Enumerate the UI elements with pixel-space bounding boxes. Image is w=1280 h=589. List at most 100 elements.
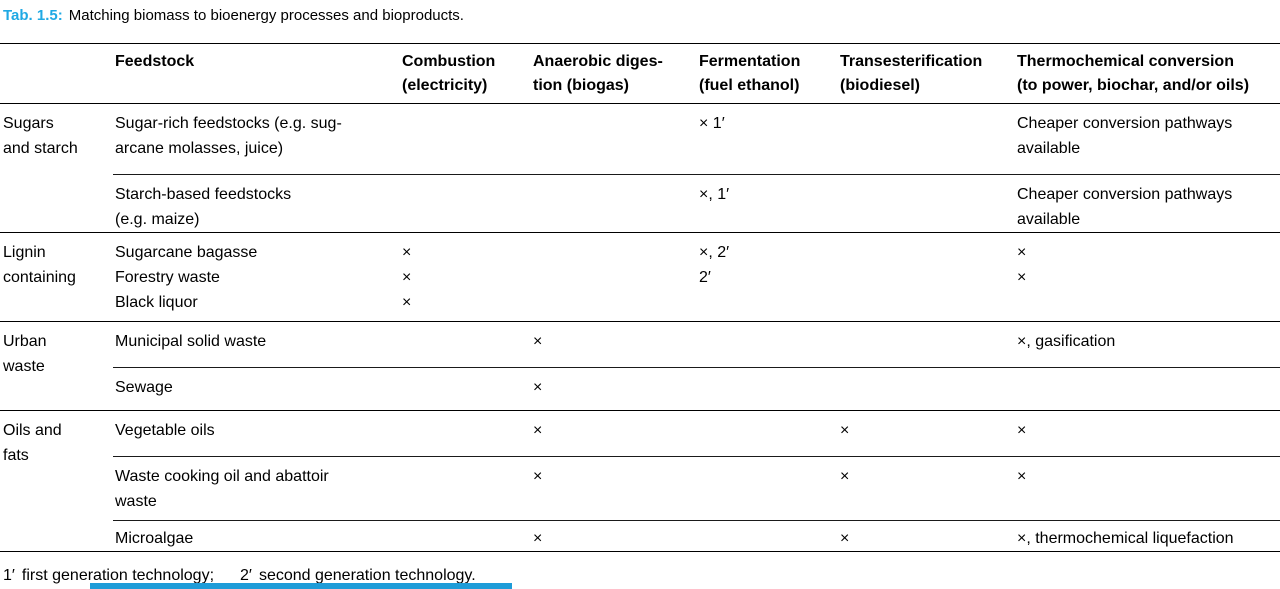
combustion-cell	[400, 410, 531, 457]
biomass-table: Feedstock Combustion (electricity) Anaer…	[0, 43, 1280, 552]
combustion-cell	[400, 175, 531, 233]
thermochemical-cell: ×	[1015, 456, 1280, 521]
table-row-microalgae: Microalgae × × ×, thermochemical liquefa…	[0, 521, 1280, 552]
text-line: Fermentation	[699, 53, 801, 70]
header-cell-thermochemical: Thermochemical conversion (to power, bio…	[1015, 43, 1280, 104]
fermentation-cell	[697, 368, 838, 411]
text-line: Lignin	[3, 244, 46, 261]
feedstock-cell: Starch-based feedstocks (e.g. maize)	[113, 175, 400, 233]
feedstock-cell: Forestry waste	[115, 269, 220, 286]
text-line: Urban	[3, 333, 47, 350]
combustion-cell	[400, 456, 531, 521]
transesterification-cell	[838, 321, 1015, 368]
transesterification-cell	[838, 103, 1015, 175]
table-row-vegetable-oils: Oils and fats Vegetable oils × × ×	[0, 410, 1280, 552]
table-row-forestry-waste: Forestry waste × 2′ ×	[0, 265, 1280, 290]
text-line: (electricity)	[402, 77, 488, 94]
table-row-waste-cooking-oil: Waste cooking oil and abattoir waste × ×…	[0, 456, 1280, 521]
header-cell-transesterification: Transesterification (biodiesel)	[838, 43, 1015, 104]
table-row-black-liquor: Black liquor ×	[0, 290, 1280, 322]
thermochemical-cell: Cheaper conversion pathways available	[1015, 103, 1280, 175]
thermochemical-cell	[1015, 368, 1280, 411]
transesterification-cell	[838, 175, 1015, 233]
fermentation-cell	[697, 456, 838, 521]
thermochemical-cell	[1015, 290, 1280, 322]
transesterification-cell	[838, 290, 1015, 322]
transesterification-cell: ×	[838, 456, 1015, 521]
text-line: Thermochemical conversion	[1017, 53, 1234, 70]
anaerobic-cell	[531, 103, 697, 175]
text-line: containing	[3, 269, 76, 286]
thermochemical-cell: ×	[1015, 410, 1280, 457]
text-line: Cheaper conversion pathways	[1017, 115, 1233, 132]
text-line: (fuel ethanol)	[699, 77, 800, 94]
text-line: and starch	[3, 140, 78, 157]
combustion-cell	[400, 521, 531, 552]
feedstock-cell: Sugar-rich feedstocks (e.g. sug- arcane …	[113, 103, 400, 175]
text-line: Combustion	[402, 53, 496, 70]
transesterification-cell: ×	[838, 410, 1015, 457]
table-row-sugarcane-bagasse: Lignin containing Sugarcane bagasse × ×,…	[0, 232, 1280, 322]
combustion-cell	[400, 103, 531, 175]
table-caption: Tab. 1.5: Matching biomass to bioenergy p…	[0, 0, 1280, 26]
feedstock-cell: Sugarcane bagasse	[113, 232, 400, 265]
fermentation-cell	[697, 290, 838, 322]
text-line: (e.g. maize)	[115, 211, 200, 228]
text-line: Feedstock	[115, 53, 195, 70]
caption-text: Matching biomass to bioenergy processes …	[68, 7, 464, 24]
text-line: tion (biogas)	[533, 77, 629, 94]
table-header: Feedstock Combustion (electricity) Anaer…	[0, 43, 1280, 104]
anaerobic-cell	[531, 175, 697, 233]
footnote-symbol-2: 2′	[240, 567, 252, 584]
transesterification-cell: ×	[840, 530, 850, 547]
feedstock-cell: Waste cooking oil and abattoir waste	[113, 456, 400, 521]
text-line: Sugar-rich feedstocks (e.g. sug-	[115, 115, 342, 132]
transesterification-cell	[838, 368, 1015, 411]
header-cell-group	[0, 43, 113, 104]
table-row-sugar-rich: Sugars and starch Sugar-rich feedstocks …	[0, 103, 1280, 175]
feedstock-cell: Sewage	[115, 379, 173, 396]
caption-label: Tab. 1.5:	[3, 7, 63, 24]
header-cell-anaerobic: Anaerobic diges- tion (biogas)	[531, 43, 697, 104]
text-line: Transesterification	[840, 53, 983, 70]
text-line: available	[1017, 140, 1081, 157]
fermentation-cell: × 1′	[697, 103, 838, 175]
header-cell-combustion: Combustion (electricity)	[400, 43, 531, 104]
footnote-symbol-1: 1′	[3, 567, 15, 584]
anaerobic-cell: ×	[531, 410, 697, 457]
table-row-municipal-solid-waste: Urban waste Municipal solid waste × ×, g…	[0, 321, 1280, 411]
text-line: Waste cooking oil and abattoir	[115, 468, 329, 485]
feedstock-cell: Black liquor	[115, 294, 198, 311]
header-cell-fermentation: Fermentation (fuel ethanol)	[697, 43, 838, 104]
fermentation-cell	[697, 410, 838, 457]
text-line: fats	[3, 447, 29, 464]
transesterification-cell	[838, 265, 1015, 290]
group-label-cell: Sugars and starch	[0, 104, 113, 233]
footnote-text-2: second generation technology.	[258, 567, 476, 584]
fermentation-cell: 2′	[699, 269, 711, 286]
anaerobic-cell	[531, 265, 697, 290]
group-urban-waste: Urban waste Municipal solid waste × ×, g…	[0, 321, 1280, 411]
fermentation-cell: ×, 2′	[697, 232, 838, 265]
text-line: Anaerobic diges-	[533, 53, 663, 70]
anaerobic-cell: ×	[531, 321, 697, 368]
footnote-text-1: first generation technology;	[21, 567, 215, 584]
combustion-cell: ×	[402, 294, 412, 311]
thermochemical-cell: Cheaper conversion pathways available	[1015, 175, 1280, 233]
thermochemical-cell: ×, thermochemical liquefaction	[1017, 530, 1234, 547]
fermentation-cell	[697, 521, 838, 552]
group-lignin-containing: Lignin containing Sugarcane bagasse × ×,…	[0, 232, 1280, 322]
text-line: arcane molasses, juice)	[115, 140, 284, 157]
group-label-cell: Urban waste	[0, 321, 113, 411]
thermochemical-cell: ×, gasification	[1015, 321, 1280, 368]
text-line: Cheaper conversion pathways	[1017, 186, 1233, 203]
text-line: (biodiesel)	[840, 77, 921, 94]
group-label-cell: Oils and fats	[0, 410, 113, 552]
anaerobic-cell	[531, 232, 697, 265]
combustion-cell: ×	[402, 269, 412, 286]
feedstock-cell: Microalgae	[115, 530, 194, 547]
text-line: Sugars	[3, 115, 54, 132]
text-line: waste	[115, 493, 157, 510]
combustion-cell	[400, 368, 531, 411]
